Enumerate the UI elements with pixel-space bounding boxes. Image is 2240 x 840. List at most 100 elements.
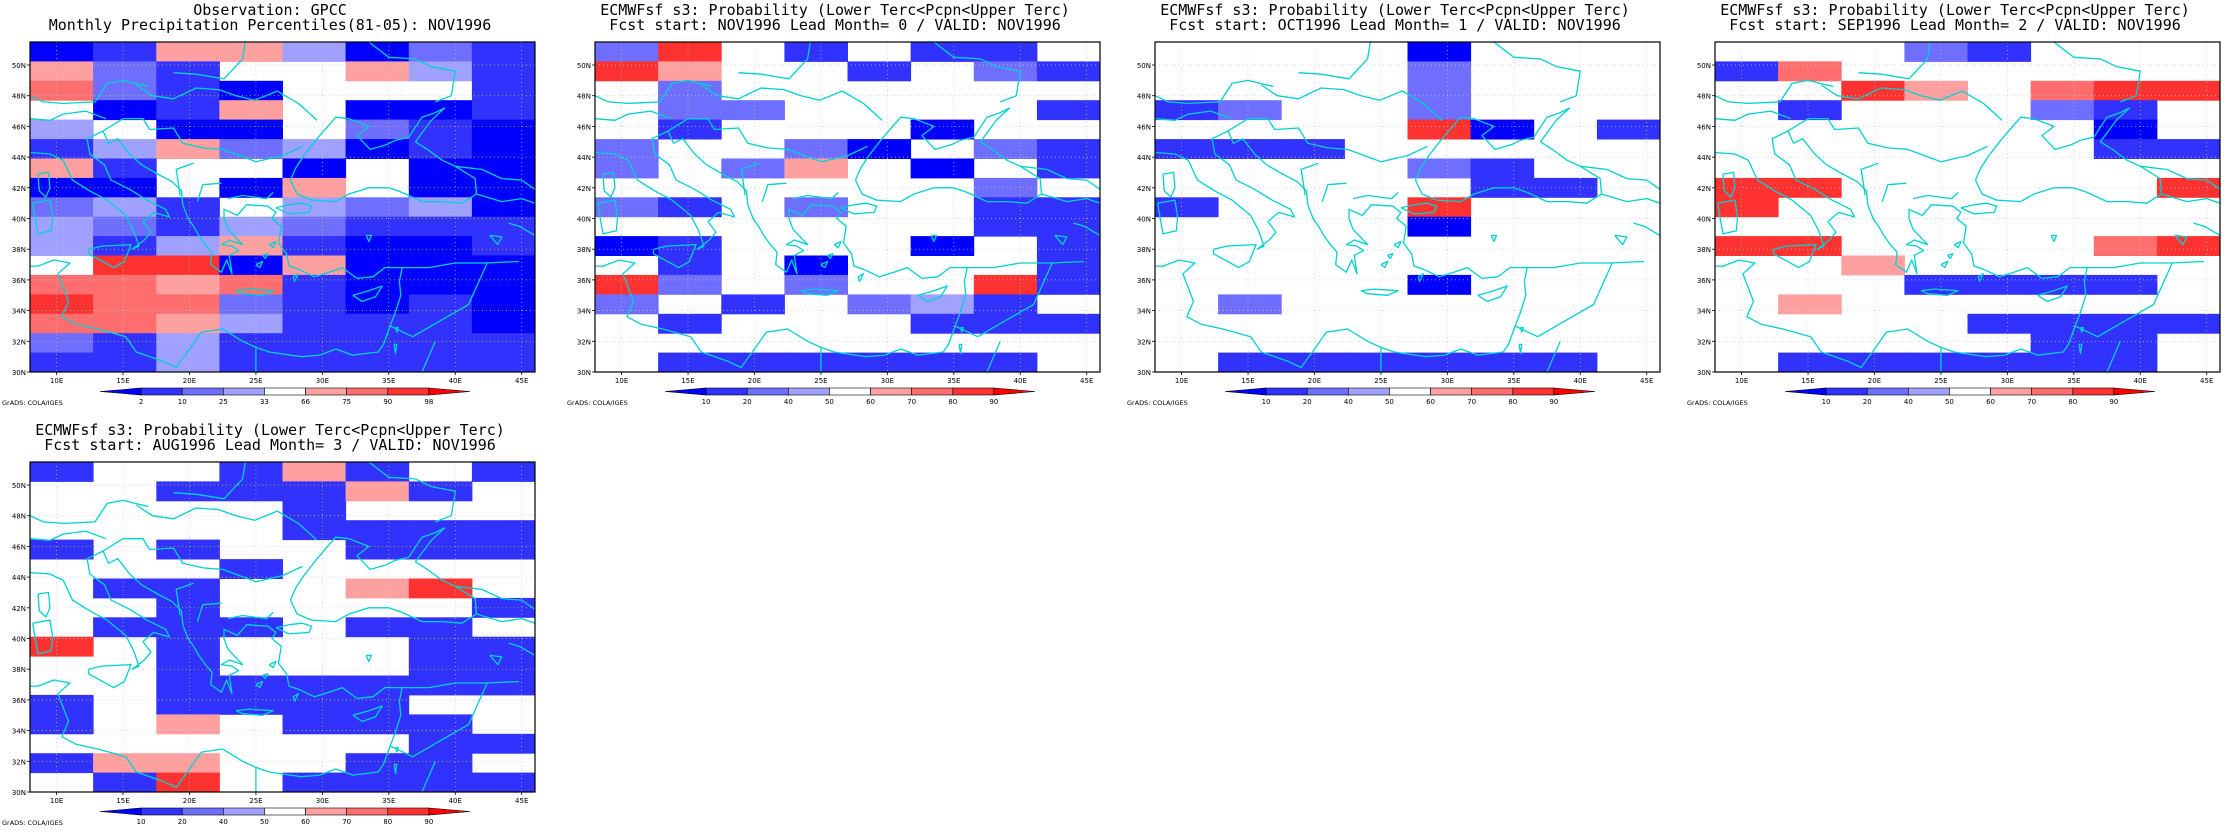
grid-cell xyxy=(93,313,157,334)
colorbar-label: 25 xyxy=(219,398,228,406)
coastline xyxy=(30,550,403,789)
coastline xyxy=(1393,240,1402,249)
grid-cell xyxy=(658,42,722,62)
coastline xyxy=(1633,222,1660,236)
grid-cell xyxy=(973,139,1038,159)
grid-cell xyxy=(2093,333,2158,354)
coastline xyxy=(402,260,520,269)
grads-credit: GrADS: COLA/IGES xyxy=(1127,399,1188,407)
grid-cell xyxy=(1904,352,1968,373)
grid-cell xyxy=(658,119,722,140)
grid-cell xyxy=(282,313,347,334)
lat-tick-label: 48N xyxy=(12,93,26,101)
colorbar-label: 50 xyxy=(260,818,269,826)
colorbar-segment xyxy=(428,387,471,396)
lat-tick-label: 44N xyxy=(12,574,26,582)
panel-lead2: ECMWFsf s3: Probability (Lower Terc<Pcpn… xyxy=(1685,0,2230,420)
colorbar-segment xyxy=(1784,387,1827,396)
grid-cell xyxy=(30,714,94,735)
colorbar-segment xyxy=(99,387,142,396)
grid-cell xyxy=(2093,274,2158,295)
panel-title-line1: Observation: GPCC xyxy=(193,1,347,19)
grid-cell xyxy=(282,139,347,159)
grid-cell xyxy=(973,294,1038,315)
grid-cell xyxy=(156,597,220,618)
coastlines xyxy=(30,42,535,372)
lon-tick-label: 40E xyxy=(2134,377,2147,385)
coastline xyxy=(2050,234,2058,243)
colorbar-segment xyxy=(181,387,224,396)
lat-tick-label: 48N xyxy=(12,513,26,521)
colorbar-segment xyxy=(223,387,265,396)
lat-tick-label: 36N xyxy=(12,277,26,285)
grid-cell xyxy=(2030,100,2095,121)
colorbar-label: 2 xyxy=(139,398,143,406)
coastline xyxy=(352,285,383,303)
grid-cell xyxy=(471,333,536,354)
grid-cell xyxy=(156,694,220,715)
grid-cell xyxy=(408,294,473,315)
colorbar-segment xyxy=(140,807,183,816)
grid-cell xyxy=(219,177,283,198)
grid-cell xyxy=(156,197,220,218)
coastline xyxy=(854,107,1043,204)
colorbar-label: 10 xyxy=(1262,398,1271,406)
coastline xyxy=(857,273,865,283)
precip-map: 50N 48N 46N 44N 42N 40N 38N 36N 34N 32N 30N 10E 15E 2… xyxy=(2,41,536,407)
lon-tick-label: 30E xyxy=(881,377,894,385)
grid-cell xyxy=(471,656,536,676)
grid-cell xyxy=(1841,352,1905,373)
grads-credit: GrADS: COLA/IGES xyxy=(2,399,63,407)
grid-cell xyxy=(408,636,473,657)
grid-cell xyxy=(345,694,410,715)
coastline xyxy=(289,107,478,204)
coastline xyxy=(954,262,1053,338)
grid-cell xyxy=(471,236,536,256)
colorbar-label: 40 xyxy=(784,398,793,406)
coastline xyxy=(2193,222,2220,236)
coastline xyxy=(1477,285,1508,303)
grid-cell xyxy=(345,61,410,82)
grid-cell xyxy=(93,42,157,62)
coastline xyxy=(455,585,535,610)
grid-cell xyxy=(345,42,410,62)
grid-cell xyxy=(345,772,410,793)
lat-tick-label: 32N xyxy=(1697,338,1711,346)
coastline xyxy=(1722,171,1736,198)
grid-cell xyxy=(2030,80,2095,101)
lon-tick-label: 45E xyxy=(2200,377,2213,385)
grid-cell xyxy=(282,352,347,373)
grid-cell xyxy=(219,294,283,315)
coastline xyxy=(135,84,318,121)
panel-lead1: ECMWFsf s3: Probability (Lower Terc<Pcpn… xyxy=(1125,0,1670,420)
lat-tick-label: 32N xyxy=(12,758,26,766)
coastline xyxy=(827,253,834,260)
coastline xyxy=(917,285,948,303)
panel-title-line2: Fcst start: NOV1996 Lead Month= 0 / VALI… xyxy=(609,16,1061,34)
coastline xyxy=(740,162,759,196)
coastline xyxy=(2219,149,2220,151)
grid-cell xyxy=(1407,197,1472,218)
grid-cell xyxy=(93,274,157,295)
grid-cell xyxy=(973,216,1038,237)
grid-cell xyxy=(1036,313,1101,334)
grid-cell xyxy=(282,197,347,218)
grid-cell xyxy=(1407,274,1472,295)
colorbar-segment xyxy=(140,387,183,396)
grid-cell xyxy=(219,313,283,334)
grid-cell xyxy=(1841,255,1905,276)
grid-cell xyxy=(93,236,157,256)
grid-cell xyxy=(1036,61,1101,82)
colorbar-label: 70 xyxy=(342,818,351,826)
grid-cell xyxy=(408,333,473,354)
grid-cell xyxy=(471,636,536,657)
coastline xyxy=(933,42,1021,103)
colorbar-label: 20 xyxy=(1303,398,1312,406)
grid-cell xyxy=(784,274,848,295)
lon-tick-label: 20E xyxy=(183,377,196,385)
grid-cell xyxy=(408,274,473,295)
grid-cell xyxy=(408,216,473,237)
grid-cell xyxy=(471,61,536,82)
lon-tick-label: 40E xyxy=(449,377,462,385)
grid-cell xyxy=(156,539,220,560)
